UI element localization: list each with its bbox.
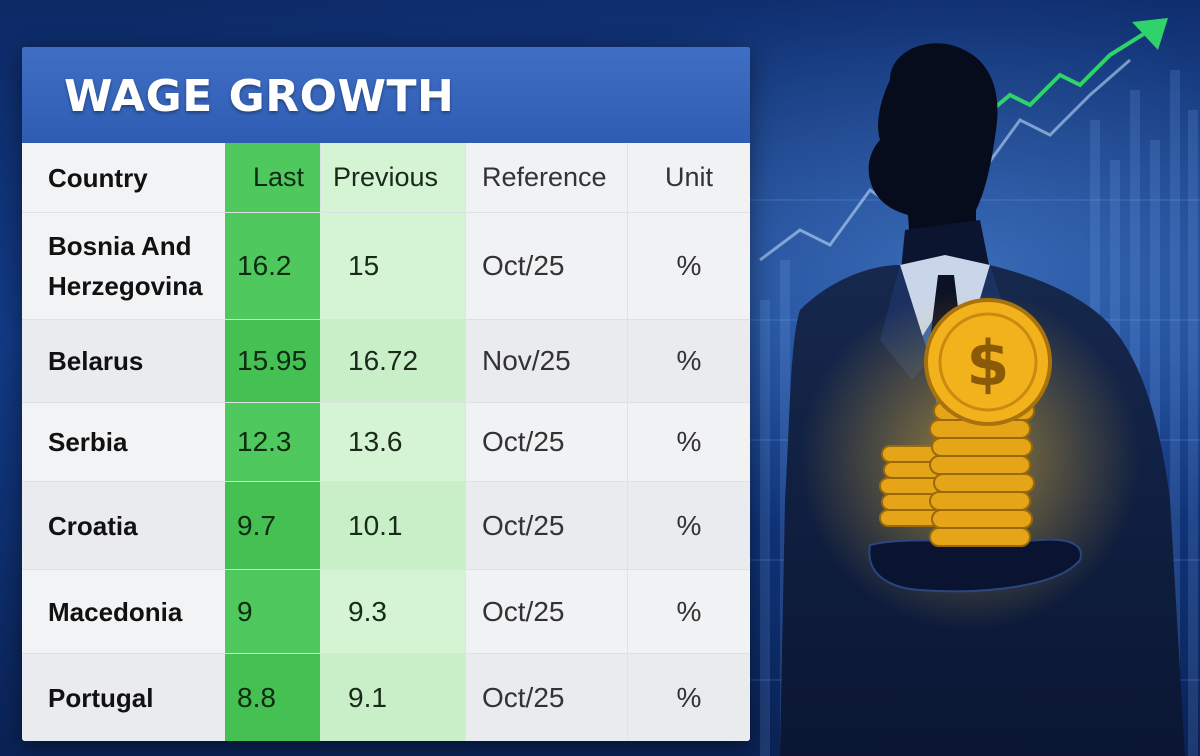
row-country: Macedonia xyxy=(22,570,225,654)
row-reference: Nov/25 xyxy=(465,320,627,403)
row-previous: 16.72 xyxy=(320,320,465,403)
row-unit: % xyxy=(627,213,750,320)
row-reference: Oct/25 xyxy=(465,570,627,654)
row-previous: 15 xyxy=(320,213,465,320)
row-unit: % xyxy=(627,654,750,741)
header-previous: Previous xyxy=(320,143,465,213)
row-unit: % xyxy=(627,482,750,570)
wage-growth-table: Country Last Previous Reference Unit Bos… xyxy=(22,143,750,741)
row-country: Portugal xyxy=(22,654,225,741)
dollar-symbol: $ xyxy=(966,327,1009,400)
row-unit: % xyxy=(627,403,750,482)
row-previous: 9.1 xyxy=(320,654,465,741)
businessman-silhouette: $ xyxy=(740,40,1200,756)
row-unit: % xyxy=(627,320,750,403)
row-reference: Oct/25 xyxy=(465,482,627,570)
row-unit: % xyxy=(627,570,750,654)
wage-growth-table-card: WAGE GROWTH Country Last Previous Refere… xyxy=(22,47,750,741)
row-last: 15.95 xyxy=(225,320,320,403)
header-country: Country xyxy=(22,143,225,213)
page-title: WAGE GROWTH xyxy=(64,71,455,122)
row-previous: 13.6 xyxy=(320,403,465,482)
row-reference: Oct/25 xyxy=(465,213,627,320)
row-previous: 10.1 xyxy=(320,482,465,570)
row-country: Croatia xyxy=(22,482,225,570)
title-bar: WAGE GROWTH xyxy=(22,47,750,143)
header-last: Last xyxy=(225,143,320,213)
row-country: Belarus xyxy=(22,320,225,403)
rising-arrow-icon xyxy=(1132,18,1168,50)
row-reference: Oct/25 xyxy=(465,654,627,741)
header-reference: Reference xyxy=(465,143,627,213)
header-unit: Unit xyxy=(627,143,750,213)
coin-stack-icon: $ xyxy=(879,298,1052,547)
row-country: Serbia xyxy=(22,403,225,482)
row-reference: Oct/25 xyxy=(465,403,627,482)
row-last: 9.7 xyxy=(225,482,320,570)
row-previous: 9.3 xyxy=(320,570,465,654)
row-last: 16.2 xyxy=(225,213,320,320)
row-last: 12.3 xyxy=(225,403,320,482)
row-country: Bosnia And Herzegovina xyxy=(22,213,225,320)
row-last: 9 xyxy=(225,570,320,654)
row-last: 8.8 xyxy=(225,654,320,741)
